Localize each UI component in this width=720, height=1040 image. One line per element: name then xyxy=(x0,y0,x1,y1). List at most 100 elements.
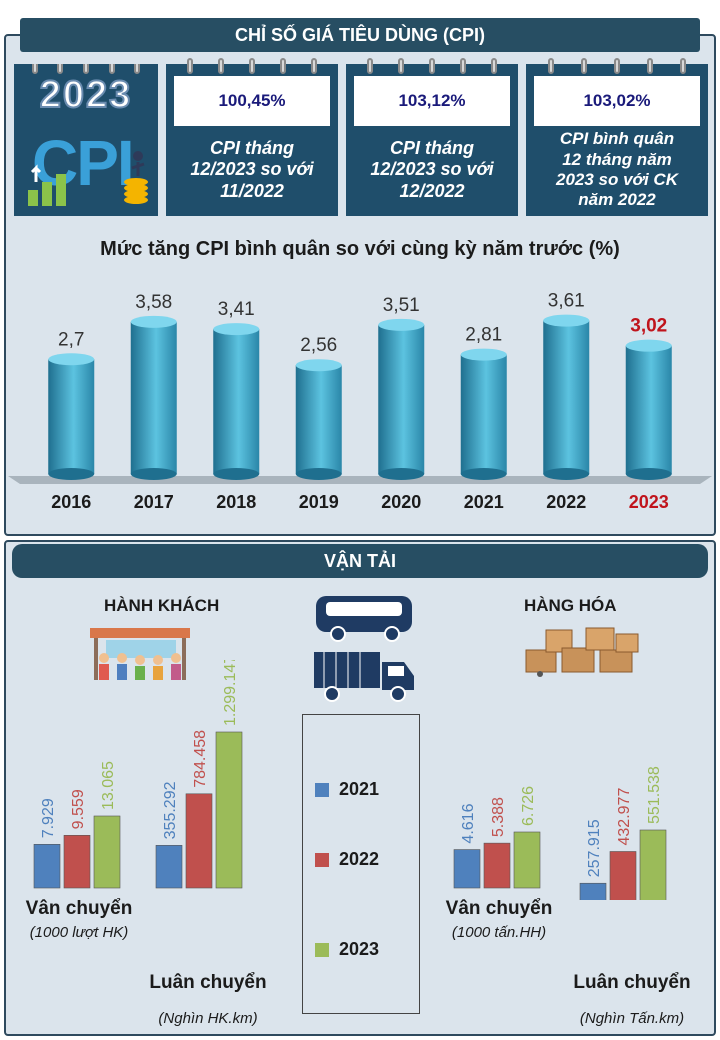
cpi-bar-base xyxy=(378,468,425,480)
cpi-bar-top xyxy=(625,339,672,352)
passenger-traffic-unit: (Nghìn HK.km) xyxy=(158,1010,258,1027)
freight-title: HÀNG HÓA xyxy=(524,596,617,615)
bus-icon xyxy=(316,596,412,642)
logo-year: 2023 xyxy=(39,73,133,117)
legend-label: 2021 xyxy=(339,779,380,799)
legend-item-2021: 2021 xyxy=(315,779,379,800)
transport-value-label: 432.977 xyxy=(616,788,633,846)
cpi-bar xyxy=(295,365,342,474)
cpi-year-label: 2016 xyxy=(51,492,91,512)
stat-description: CPI tháng 12/2023 so với 12/2022 xyxy=(370,137,494,201)
legend-swatch xyxy=(315,782,329,797)
cpi-bar-top xyxy=(460,348,507,361)
transport-value-label: 13.065 xyxy=(100,761,117,810)
cpi-chart-title: Mức tăng CPI bình quân so với cùng kỳ nă… xyxy=(100,238,620,260)
cpi-bar-base xyxy=(48,468,95,480)
transport-bar xyxy=(609,851,637,900)
transport-value-label: 257.915 xyxy=(586,819,603,877)
cpi-bar xyxy=(625,345,672,474)
stat-value: 100,45% xyxy=(174,76,330,126)
cpi-bar-top xyxy=(543,314,590,327)
cpi-bar-base xyxy=(543,468,590,480)
cpi-value-label: 3,51 xyxy=(383,295,420,316)
passenger-volume-label: Vân chuyển xyxy=(25,898,133,919)
freight-volume-unit: (1000 tấn.HH) xyxy=(451,924,547,941)
stat-card-annual-average: 103,02% CPI bình quân 12 tháng năm 2023 … xyxy=(526,58,708,216)
cpi-bar-base xyxy=(213,468,260,480)
cpi-year-label: 2021 xyxy=(464,492,504,512)
legend-item-2023: 2023 xyxy=(315,939,379,960)
stat-card-month-over-month: 100,45% CPI tháng 12/2023 so với 11/2022 xyxy=(166,58,338,216)
transport-bar xyxy=(453,849,481,889)
cpi-bar xyxy=(130,321,177,474)
cargo-boxes-icon xyxy=(525,627,639,677)
cpi-value-label: 3,61 xyxy=(548,291,585,312)
transport-value-label: 1.299.147 xyxy=(222,660,239,726)
legend-label: 2023 xyxy=(339,939,380,959)
transport-bar xyxy=(185,793,213,889)
transport-bar xyxy=(93,815,121,889)
transport-bar xyxy=(483,842,511,889)
cpi-value-label: 2,7 xyxy=(58,329,84,350)
passenger-bar-chart: 7.929 9.559 13.065 355.292 784.458 1.299.147 xyxy=(33,660,243,889)
cpi-bar-top xyxy=(295,359,342,372)
cpi-bar xyxy=(543,320,590,474)
cpi-bar-base xyxy=(625,468,672,480)
transport-value-label: 5.388 xyxy=(490,797,507,837)
cpi-year-label: 2022 xyxy=(546,492,586,512)
passenger-volume-unit: (1000 lượt HK) xyxy=(29,924,129,941)
truck-icon xyxy=(314,652,414,702)
legend-item-2022: 2022 xyxy=(315,849,379,870)
cpi-bar-top xyxy=(48,353,95,366)
cpi-bar-top xyxy=(378,318,425,331)
transport-bar xyxy=(579,882,607,900)
cpi-year-label: 2019 xyxy=(299,492,339,512)
transport-banner: VẬN TẢI xyxy=(12,544,708,578)
transport-bar xyxy=(513,831,541,889)
passenger-title: HÀNH KHÁCH xyxy=(104,596,220,615)
cpi-bar-base xyxy=(295,468,342,480)
transport-bar xyxy=(63,835,91,889)
stat-card-year-over-year: 103,12% CPI tháng 12/2023 so với 12/2022 xyxy=(346,58,518,216)
cpi-value-label: 2,56 xyxy=(300,335,337,356)
freight-traffic-label: Luân chuyển xyxy=(573,972,691,993)
cpi-logo-card: 2023 CPI xyxy=(14,64,158,216)
cpi-value-label: 3,41 xyxy=(218,299,255,320)
cpi-banner: CHỈ SỐ GIÁ TIÊU DÙNG (CPI) xyxy=(20,18,700,52)
chart-floor xyxy=(8,476,712,484)
freight-traffic-unit: (Nghìn Tấn.km) xyxy=(579,1010,685,1027)
legend-label: 2022 xyxy=(339,849,380,869)
transport-value-label: 9.559 xyxy=(70,789,87,829)
transport-value-label: 6.726 xyxy=(520,786,537,826)
freight-volume-label: Vân chuyển xyxy=(445,898,553,919)
transport-value-label: 551.538 xyxy=(646,766,663,824)
cpi-bar xyxy=(48,359,95,474)
transport-value-label: 355.292 xyxy=(162,781,179,839)
cpi-bar xyxy=(378,324,425,474)
stat-value: 103,12% xyxy=(354,76,510,126)
cpi-year-label: 2023 xyxy=(629,492,669,512)
transport-value-label: 7.929 xyxy=(40,798,57,838)
stat-value: 103,02% xyxy=(534,76,700,126)
cpi-bar-chart: 2,7 2016 3,58 2017 3,41 2018 2,56 2019 3,51 2020 2… xyxy=(8,291,712,512)
cpi-bar-base xyxy=(130,468,177,480)
cpi-year-label: 2018 xyxy=(216,492,256,512)
cpi-year-label: 2017 xyxy=(134,492,174,512)
transport-bar xyxy=(33,844,61,889)
cpi-bar-base xyxy=(460,468,507,480)
cpi-year-label: 2020 xyxy=(381,492,421,512)
cpi-value-label: 3,58 xyxy=(135,292,172,313)
cpi-bar-top xyxy=(213,323,260,336)
growth-coins-icon xyxy=(28,151,148,206)
cpi-bar-top xyxy=(130,315,177,328)
stat-description: CPI bình quân 12 tháng năm 2023 so với C… xyxy=(556,129,678,210)
cpi-bar xyxy=(460,354,507,474)
stat-description: CPI tháng 12/2023 so với 11/2022 xyxy=(190,137,314,201)
calendar-rings xyxy=(22,64,150,74)
bus-stop-people-icon xyxy=(90,628,190,680)
legend-swatch xyxy=(315,942,329,957)
freight-bar-chart: 4.616 5.388 6.726 257.915 432.977 551.538 xyxy=(453,766,667,900)
cpi-value-label: 3,02 xyxy=(630,316,667,337)
transport-bar xyxy=(639,829,667,900)
